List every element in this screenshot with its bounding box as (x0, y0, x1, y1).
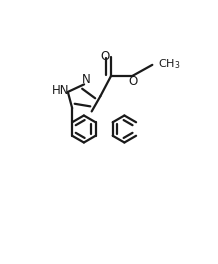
Text: CH$_3$: CH$_3$ (158, 57, 181, 71)
Text: N: N (82, 73, 91, 86)
Text: O: O (129, 75, 138, 88)
Text: O: O (100, 50, 109, 63)
Text: HN: HN (51, 84, 69, 97)
